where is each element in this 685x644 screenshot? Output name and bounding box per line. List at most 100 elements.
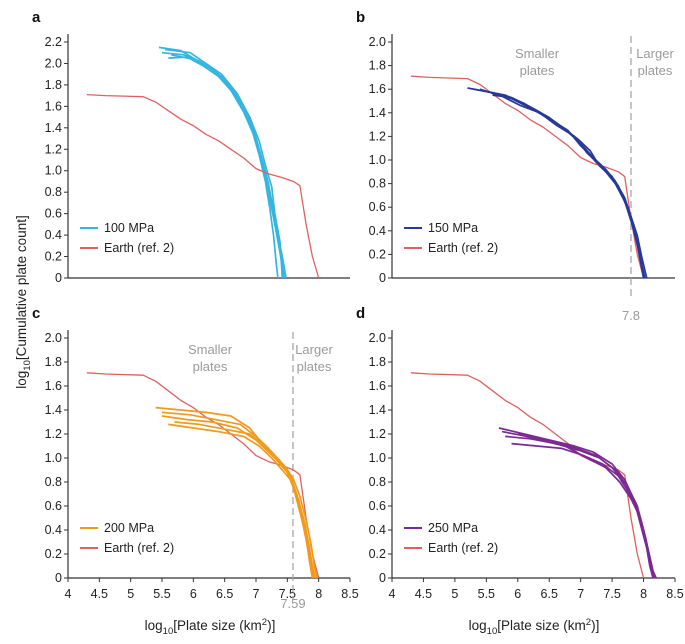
y-tick-label: 0.6 (45, 207, 62, 221)
y-tick-label: 1.8 (369, 355, 386, 369)
y-tick-label: 2.2 (45, 35, 62, 49)
panel-letter: b (356, 9, 365, 26)
y-tick-label: 1.0 (45, 164, 62, 178)
larger-label: Larger (636, 46, 674, 61)
x-tick-label: 7 (577, 587, 584, 601)
model-series-line (479, 88, 645, 279)
model-series-line (161, 51, 287, 279)
y-tick-label: 2.0 (45, 56, 62, 70)
smaller-label: Smaller (188, 342, 233, 357)
y-tick-label: 0.4 (45, 228, 62, 242)
y-tick-label: 0.2 (45, 250, 62, 264)
x-tick-label: 8 (640, 587, 647, 601)
model-series-line (505, 435, 656, 579)
y-tick-label: 1.4 (369, 106, 386, 120)
x-tick-label: 6 (190, 587, 197, 601)
y-tick-label: 0.6 (45, 499, 62, 513)
y-tick-label: 1.8 (45, 355, 62, 369)
y-tick-label: 1.4 (45, 403, 62, 417)
x-tick-label: 4 (389, 587, 396, 601)
smaller-label: Smaller (515, 46, 560, 61)
x-tick-label: 7 (253, 587, 260, 601)
y-tick-label: 0.6 (369, 499, 386, 513)
panel-a: a 0 0.2 0.4 0.6 0.8 1.0 1.2 1.4 1.6 1.8 2.0 2.2 100 M… (32, 9, 350, 285)
earth-series-line (86, 93, 320, 279)
model-series-line (161, 411, 314, 579)
y-tick-label: 1.0 (369, 153, 386, 167)
y-tick-label: 1.8 (369, 59, 386, 73)
legend-entry: 250 MPa (428, 521, 478, 535)
y-tick-label: 0 (55, 571, 62, 585)
y-tick-label: 1.4 (369, 403, 386, 417)
x-tick-label: 4 (65, 587, 72, 601)
legend-entry: 150 MPa (428, 221, 478, 235)
y-tick-label: 0.4 (45, 523, 62, 537)
x-tick-label: 4.5 (415, 587, 432, 601)
y-tick-label: 1.4 (45, 121, 62, 135)
earth-series-line (410, 372, 645, 579)
y-tick-label: 0.8 (45, 185, 62, 199)
smaller-plates-label: plates (193, 359, 228, 374)
model-series-line (168, 423, 317, 579)
x-tick-label: 6.5 (541, 587, 558, 601)
larger-plates-label: plates (638, 63, 673, 78)
legend-entry: 200 MPa (104, 521, 154, 535)
y-tick-label: 1.6 (369, 82, 386, 96)
y-tick-label: 0 (379, 271, 386, 285)
x-tick-label: 5 (451, 587, 458, 601)
x-tick-label: 7.5 (279, 587, 296, 601)
earth-series-line (410, 75, 645, 279)
y-tick-label: 1.2 (369, 427, 386, 441)
smaller-plates-label: plates (520, 63, 555, 78)
larger-label: Larger (295, 342, 333, 357)
model-series-line (511, 442, 657, 579)
panel-d: d 0 0.2 0.4 0.6 0.8 1.0 1.2 1.4 1.6 1.8 2.0 4 4.5 5 5.5… (356, 305, 684, 601)
x-axis-title-left: log10[Plate size (km2)] (145, 617, 276, 637)
y-tick-label: 2.0 (45, 331, 62, 345)
model-series-line (164, 48, 286, 279)
y-tick-label: 1.8 (45, 78, 62, 92)
y-tick-label: 1.2 (369, 129, 386, 143)
larger-plates-label: plates (297, 359, 332, 374)
y-tick-label: 1.6 (45, 99, 62, 113)
model-series-line (473, 88, 646, 279)
divider-value-label: 7.8 (622, 308, 640, 323)
model-series-line (486, 90, 645, 279)
y-tick-label: 0 (379, 571, 386, 585)
model-series-line (174, 421, 319, 579)
y-tick-label: 1.0 (45, 451, 62, 465)
y-tick-label: 0.2 (369, 247, 386, 261)
model-series-line (501, 430, 655, 579)
y-tick-label: 2.0 (369, 331, 386, 345)
y-tick-label: 0.8 (45, 475, 62, 489)
y-tick-label: 1.2 (45, 142, 62, 156)
legend-entry: Earth (ref. 2) (104, 541, 174, 555)
x-tick-label: 7.5 (603, 587, 620, 601)
y-tick-label: 0.8 (369, 177, 386, 191)
model-series-line (171, 54, 284, 279)
y-tick-label: 1.6 (45, 379, 62, 393)
y-tick-label: 1.2 (45, 427, 62, 441)
x-tick-label: 5.5 (153, 587, 170, 601)
panels: a 0 0.2 0.4 0.6 0.8 1.0 1.2 1.4 1.6 1.8 2.0 2.2 100 M… (32, 9, 684, 611)
legend-entry: Earth (ref. 2) (428, 241, 498, 255)
x-tick-label: 6.5 (216, 587, 233, 601)
y-tick-label: 0.4 (369, 224, 386, 238)
y-tick-label: 0.6 (369, 200, 386, 214)
panel-letter: c (32, 305, 40, 322)
x-tick-label: 8.5 (341, 587, 358, 601)
x-axis-title-right: log10[Plate size (km2)] (469, 617, 600, 637)
model-series-line (155, 406, 314, 579)
y-tick-label: 0.2 (369, 547, 386, 561)
x-tick-label: 8 (315, 587, 322, 601)
x-tick-label: 6 (514, 587, 521, 601)
legend-entry: Earth (ref. 2) (104, 241, 174, 255)
panel-letter: d (356, 305, 365, 322)
x-tick-label: 8.5 (666, 587, 683, 601)
x-tick-label: 5 (127, 587, 134, 601)
y-tick-label: 0.4 (369, 523, 386, 537)
divider-value-label: 7.59 (280, 596, 305, 611)
y-tick-label: 1.0 (369, 451, 386, 465)
legend-entry: Earth (ref. 2) (428, 541, 498, 555)
